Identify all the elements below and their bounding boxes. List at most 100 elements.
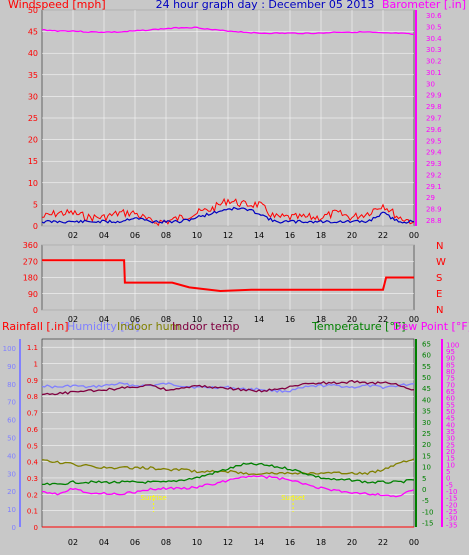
rainfall-label: Rainfall [.in] (2, 320, 69, 333)
y-tick-label: 5 (422, 475, 426, 483)
y-tick-label: 29.2 (426, 171, 442, 179)
y-tick-label: -10 (446, 488, 457, 496)
y-tick-label: 5 (33, 200, 38, 209)
indoor-temp-line (41, 379, 415, 396)
x-tick-label: 20 (347, 538, 357, 547)
x-tick-label: 02 (68, 231, 78, 240)
y-tick-label: 180 (23, 274, 38, 283)
x-tick-label: 06 (130, 231, 140, 240)
y-tick-label: 90 (28, 290, 38, 299)
y-tick-label: -35 (446, 521, 457, 529)
compass-label: N (436, 305, 443, 316)
chart-title: 24 hour graph day : December 05 2013 (156, 0, 375, 11)
y-tick-label: 100 (3, 345, 16, 353)
y-tick-label: -15 (446, 495, 457, 503)
x-tick-label: 16 (285, 315, 295, 324)
y-tick-label: 0.3 (27, 475, 38, 483)
x-tick-label: 12 (223, 538, 233, 547)
y-tick-label: 0.8 (27, 393, 38, 401)
y-tick-label: 29.7 (426, 115, 442, 123)
y-tick-label: 25 (446, 441, 455, 449)
windspeed-label: Windspeed [mph] (8, 0, 106, 11)
y-tick-label: 1.1 (27, 344, 38, 352)
x-tick-label: 22 (378, 231, 388, 240)
y-tick-label: 270 (23, 257, 38, 266)
indoor-hum-line (41, 458, 415, 476)
y-tick-label: -30 (446, 515, 457, 523)
x-tick-label: 04 (99, 538, 109, 547)
y-tick-label: 10 (422, 464, 431, 472)
x-tick-label: 18 (316, 538, 326, 547)
y-tick-label: 29.1 (426, 183, 442, 191)
direction-grid (42, 244, 414, 311)
y-tick-label: 90 (446, 355, 455, 363)
y-tick-label: 0.4 (27, 459, 39, 467)
y-tick-label: 20 (7, 488, 16, 496)
y-tick-label: 0.9 (27, 377, 38, 385)
y-tick-label: 100 (446, 341, 459, 349)
y-tick-label: 10 (7, 506, 16, 514)
y-tick-label: 0 (12, 524, 16, 532)
y-tick-label: 45 (446, 415, 455, 423)
y-tick-label: 30.5 (426, 23, 442, 31)
x-tick-label: 08 (161, 231, 171, 240)
y-tick-label: 70 (7, 399, 16, 407)
y-tick-label: 55 (446, 401, 455, 409)
x-tick-label: 08 (161, 315, 171, 324)
y-tick-label: 0 (33, 306, 38, 315)
temperature-y-axis: -15 -10 -5 0 5 10 15 20 25 30 35 40 45 50 55 60 65 (415, 339, 433, 528)
y-tick-label: 30 (28, 92, 38, 101)
x-tick-label: 18 (316, 315, 326, 324)
dewpoint-label: Dew Point [°F] (393, 320, 469, 333)
temp-series (41, 379, 415, 528)
y-tick-label: 15 (446, 455, 455, 463)
y-tick-label: 30 (426, 80, 435, 88)
rain-y-axis: 0 0.1 0.2 0.3 0.4 0.5 0.6 0.7 0.8 0.9 1 1.1 (27, 344, 39, 532)
x-tick-label: 12 (223, 315, 233, 324)
y-tick-label: 85 (446, 361, 455, 369)
temperature-label: Temperature [°F] (311, 320, 406, 333)
wind-direction-line (42, 259, 414, 293)
humidity-y-axis: 0 10 20 30 40 50 60 70 80 90 100 (3, 339, 21, 532)
dewpoint-line (41, 475, 415, 498)
y-tick-label: -5 (422, 497, 429, 505)
direction-y-axis: 0 90 180 270 360 (23, 241, 38, 315)
y-tick-label: 29.4 (426, 149, 442, 157)
temperature-line (42, 462, 415, 486)
compass-label: W (436, 257, 446, 268)
wind-x-axis: 02 04 06 08 10 12 14 16 18 20 22 00 (68, 231, 419, 240)
direction-series (42, 259, 414, 293)
y-tick-label: 20 (446, 448, 455, 456)
y-tick-label: 29.3 (426, 160, 442, 168)
y-tick-label: 0 (446, 475, 450, 483)
y-tick-label: 0 (34, 524, 38, 532)
y-tick-label: 60 (7, 417, 16, 425)
y-tick-label: 0.1 (27, 508, 38, 516)
temp-grid (42, 339, 414, 528)
y-tick-label: 25 (422, 430, 431, 438)
x-tick-label: 12 (223, 231, 233, 240)
y-tick-label: 70 (446, 381, 455, 389)
y-tick-label: 80 (7, 381, 16, 389)
y-tick-label: 30.1 (426, 69, 442, 77)
y-tick-label: -25 (446, 508, 457, 516)
y-tick-label: 29.8 (426, 103, 442, 111)
humidity-line (41, 382, 415, 393)
y-tick-label: 40 (7, 452, 16, 460)
x-tick-label: 14 (254, 315, 264, 324)
x-tick-label: 06 (130, 538, 140, 547)
x-tick-label: 00 (409, 315, 419, 324)
y-tick-label: 0.6 (27, 426, 39, 434)
x-tick-label: 08 (161, 538, 171, 547)
y-tick-label: 65 (446, 388, 455, 396)
compass-label: N (436, 241, 443, 252)
y-tick-label: 30.2 (426, 58, 442, 66)
y-tick-label: 5 (446, 468, 450, 476)
indoor-hum-label: Indoor hum (117, 320, 180, 333)
compass-label: S (436, 273, 442, 284)
y-tick-label: 29.5 (426, 137, 442, 145)
direction-x-axis: 02 04 06 08 10 12 14 16 18 20 22 00 (68, 315, 419, 324)
y-tick-label: 50 (28, 6, 38, 15)
indoor-temp-label: Indoor temp (172, 320, 239, 333)
